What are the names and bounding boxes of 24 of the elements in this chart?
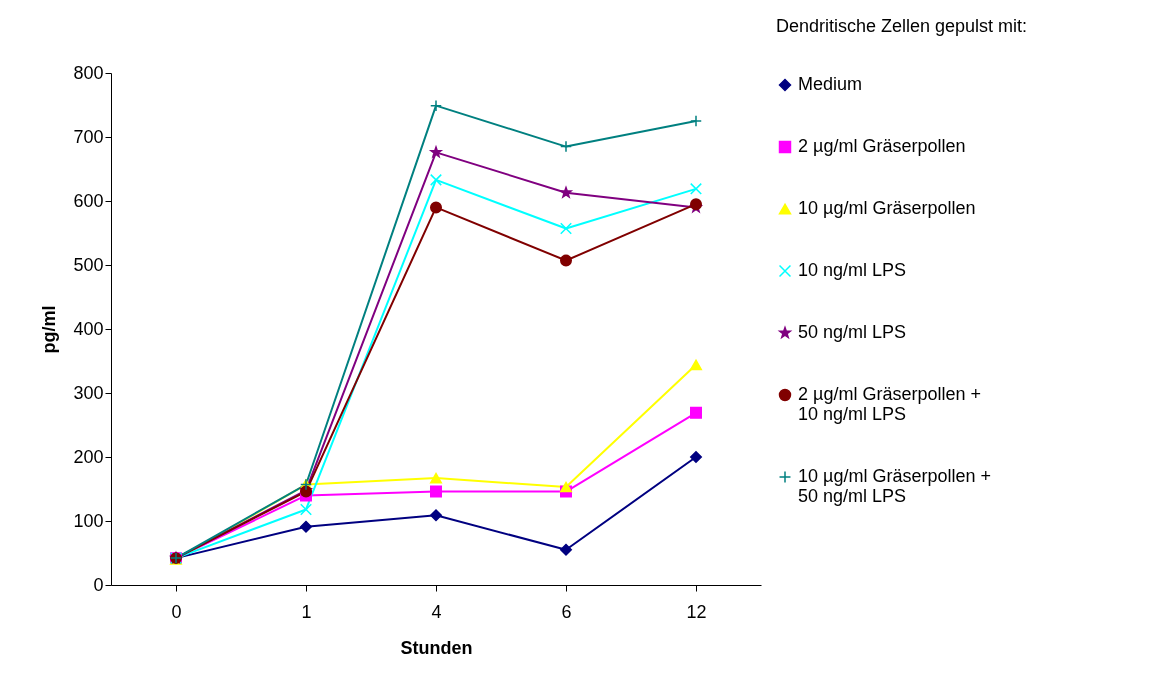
y-tick-label: 500 (73, 254, 104, 275)
legend-label: 50 ng/ml LPS (798, 322, 907, 342)
x-tick-label: 6 (561, 601, 572, 622)
legend-label: 10 µg/ml Gräserpollen + 50 ng/ml LPS (798, 466, 991, 506)
legend-label: 10 ng/ml LPS (798, 260, 907, 280)
legend-title: Dendritische Zellen gepulst mit: (776, 16, 1028, 36)
y-tick-label: 300 (73, 382, 104, 403)
y-tick-label: 200 (73, 446, 104, 467)
legend-label: Medium (798, 74, 863, 94)
legend-label: 10 µg/ml Gräserpollen (798, 198, 976, 218)
x-tick-label: 0 (171, 601, 182, 622)
legend-label: 2 µg/ml Gräserpollen + 10 ng/ml LPS (798, 384, 981, 424)
legend-label: 2 µg/ml Gräserpollen (798, 136, 966, 156)
y-tick-label: 600 (73, 190, 104, 211)
y-tick-label: 400 (73, 318, 104, 339)
x-tick-label: 12 (686, 601, 707, 622)
y-axis-title: pg/ml (39, 305, 60, 354)
x-tick-label: 1 (301, 601, 312, 622)
y-tick-label: 800 (73, 62, 104, 83)
y-tick-label: 700 (73, 126, 104, 147)
y-tick-label: 100 (73, 510, 104, 531)
x-axis-title: Stunden (400, 637, 473, 658)
x-tick-label: 4 (431, 601, 442, 622)
y-tick-label: 0 (93, 574, 104, 595)
